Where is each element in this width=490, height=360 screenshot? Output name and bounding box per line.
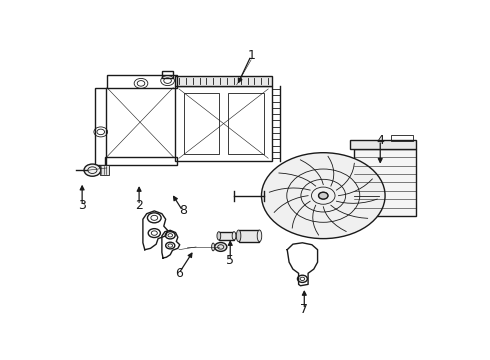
Bar: [228, 93, 264, 154]
Bar: [391, 135, 413, 141]
Text: 8: 8: [179, 204, 187, 217]
Bar: [175, 86, 272, 161]
Bar: [354, 149, 416, 216]
Text: 3: 3: [78, 199, 86, 212]
Ellipse shape: [262, 153, 385, 239]
Bar: [175, 76, 272, 86]
Text: 4: 4: [376, 134, 384, 147]
Circle shape: [84, 164, 101, 176]
Text: 7: 7: [300, 303, 308, 316]
Bar: [239, 230, 260, 242]
Bar: [219, 232, 234, 240]
Text: 6: 6: [175, 267, 183, 280]
Bar: [100, 165, 109, 175]
Bar: [96, 87, 106, 165]
Text: 1: 1: [247, 49, 255, 62]
Bar: [162, 71, 173, 78]
Text: 2: 2: [135, 199, 143, 212]
Bar: [105, 157, 177, 165]
Ellipse shape: [232, 232, 236, 240]
Bar: [107, 75, 177, 87]
Bar: [184, 93, 220, 154]
Circle shape: [318, 192, 328, 199]
Ellipse shape: [212, 243, 215, 251]
Ellipse shape: [236, 230, 241, 242]
Bar: [350, 140, 416, 149]
Ellipse shape: [257, 230, 262, 242]
Circle shape: [215, 243, 227, 251]
Ellipse shape: [217, 232, 220, 240]
Text: 5: 5: [226, 254, 234, 267]
